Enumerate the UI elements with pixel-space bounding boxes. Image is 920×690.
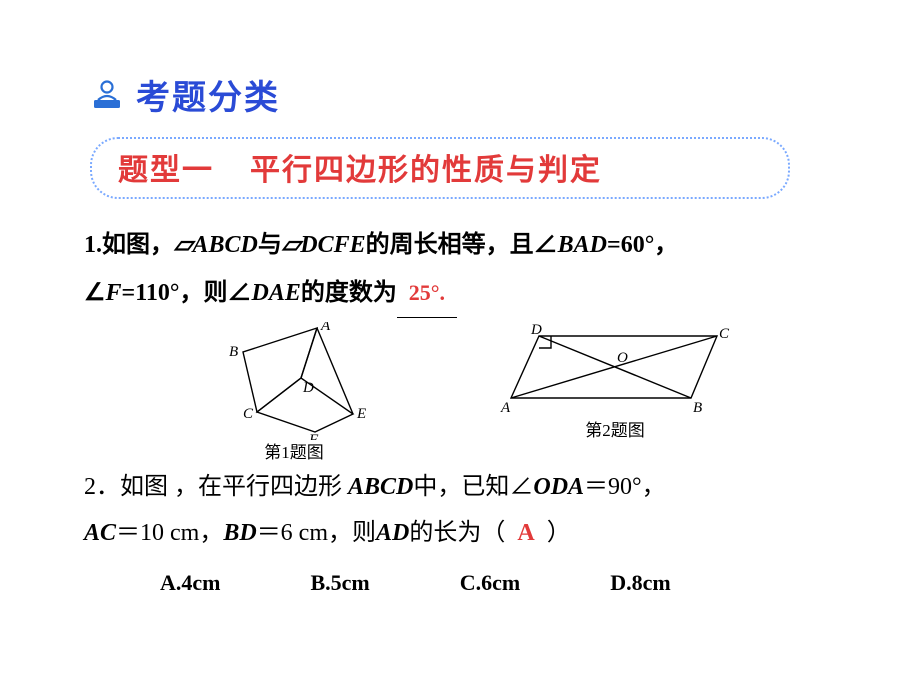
fig1-label-E: E xyxy=(356,406,366,422)
q1-dcfe: DCFE xyxy=(300,232,365,258)
topic-pill: 题型一 平行四边形的性质与判定 xyxy=(90,137,790,199)
q1-line2a: ∠ xyxy=(84,280,106,306)
q2-l1a: 2．如图 ，在平行四边形 xyxy=(84,474,348,500)
q1-blank: 25°. xyxy=(397,269,457,318)
option-D: D.8cm xyxy=(610,570,670,596)
q1-dae: DAE xyxy=(251,280,300,306)
figure-1-caption: 第1题图 xyxy=(199,438,389,463)
fig1-label-D: D xyxy=(302,380,314,396)
q1-sym1: ▱ xyxy=(174,232,192,258)
q2-l2f: 的长为（ xyxy=(409,520,505,546)
section-header: 考题分类 xyxy=(90,70,850,119)
fig2-label-O: O xyxy=(617,350,628,366)
q1-F: F xyxy=(106,280,122,306)
fig2-label-A: A xyxy=(500,400,511,416)
option-A: A.4cm xyxy=(160,570,220,596)
q2-abcd: ABCD xyxy=(348,474,413,500)
fig2-label-B: B xyxy=(693,400,702,416)
person-at-desk-icon xyxy=(90,78,124,112)
q1-mid1: 与 xyxy=(258,232,282,258)
q1-eq60: =60°， xyxy=(607,232,678,258)
options-row: A.4cm B.5cm C.6cm D.8cm xyxy=(160,570,850,596)
fig1-label-C: C xyxy=(243,406,254,422)
q2-l1c: ＝90°， xyxy=(584,474,666,500)
figure-1-svg: A B C D E F xyxy=(199,322,389,440)
q2-bd: BD xyxy=(223,520,256,546)
q2-answer: A xyxy=(517,520,534,546)
fig1-label-B: B xyxy=(229,344,238,360)
figure-2: D C A B O 第2题图 xyxy=(499,322,731,463)
q2-l2d: ＝6 cm，则 xyxy=(257,520,376,546)
q1-mid2: 的周长相等，且∠ xyxy=(366,232,558,258)
q1-abcd: ABCD xyxy=(192,232,257,258)
topic-index: 题型一 xyxy=(118,145,214,189)
q1-prefix: 1.如图， xyxy=(84,232,174,258)
question-2: 2．如图 ，在平行四边形 ABCD中，已知∠ODA＝90°， AC＝10 cm，… xyxy=(84,465,850,556)
q2-ac: AC xyxy=(84,520,116,546)
q1-tail: 的度数为 xyxy=(301,280,397,306)
q2-oda: ODA xyxy=(533,474,584,500)
option-B: B.5cm xyxy=(310,570,369,596)
figure-2-svg: D C A B O xyxy=(499,322,731,418)
question-1: 1.如图，▱ABCD与▱DCFE的周长相等，且∠BAD=60°， ∠F=110°… xyxy=(84,221,840,318)
section-title: 考题分类 xyxy=(136,70,280,119)
page: 考题分类 题型一 平行四边形的性质与判定 1.如图，▱ABCD与▱DCFE的周长… xyxy=(0,0,920,596)
topic-title: 平行四边形的性质与判定 xyxy=(250,145,602,189)
fig2-label-D: D xyxy=(530,322,542,338)
figures-row: A B C D E F 第1题图 D C A B O xyxy=(80,322,850,463)
q1-sym2: ▱ xyxy=(282,232,300,258)
q1-eq110: =110°，则∠ xyxy=(122,280,252,306)
figure-2-caption: 第2题图 xyxy=(499,416,731,441)
q1-answer: 25°. xyxy=(409,280,445,305)
q2-l2g: ） xyxy=(547,520,571,546)
q1-bad: BAD xyxy=(558,232,607,258)
q2-l2b: ＝10 cm， xyxy=(116,520,223,546)
q2-l1b: 中，已知∠ xyxy=(413,474,533,500)
fig1-label-A: A xyxy=(320,322,331,334)
fig2-label-C: C xyxy=(719,326,730,342)
figure-1: A B C D E F 第1题图 xyxy=(199,322,389,463)
q2-ad: AD xyxy=(376,520,409,546)
option-C: C.6cm xyxy=(460,570,520,596)
